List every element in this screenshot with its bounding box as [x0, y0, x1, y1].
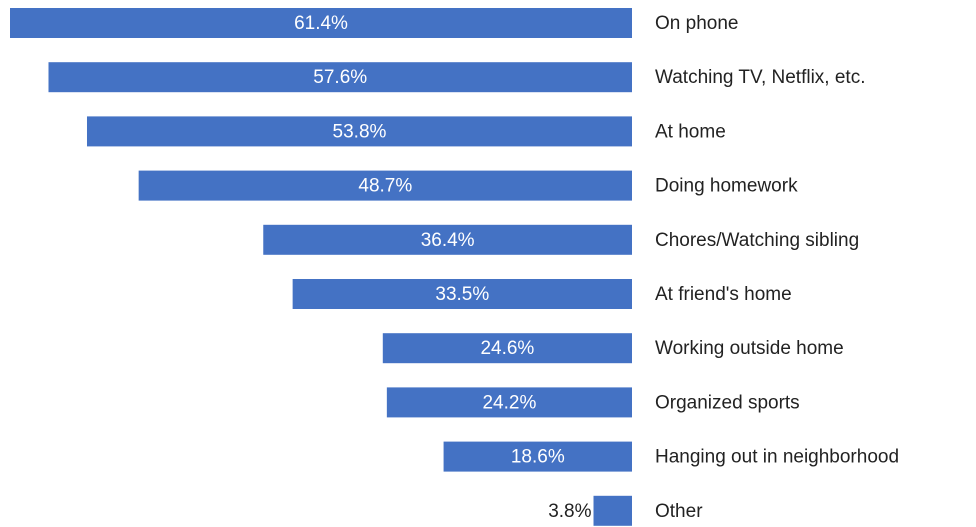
bar — [382, 333, 632, 364]
data-label: 53.8% — [333, 121, 387, 142]
data-label: 24.6% — [480, 338, 534, 359]
bar — [48, 62, 632, 93]
bar — [443, 441, 632, 472]
data-label: 3.8% — [548, 501, 591, 522]
bar — [263, 224, 632, 255]
category-label: Organized sports — [655, 392, 800, 413]
bar — [593, 495, 632, 526]
data-label: 18.6% — [511, 447, 565, 468]
data-label: 24.2% — [482, 392, 536, 413]
category-label: At friend's home — [655, 284, 792, 305]
data-label: 33.5% — [435, 284, 489, 305]
bar — [10, 8, 632, 38]
bar — [138, 170, 632, 201]
data-label: 48.7% — [358, 176, 412, 197]
category-label: Chores/Watching sibling — [655, 230, 859, 251]
bar — [386, 387, 632, 418]
data-label: 36.4% — [421, 230, 475, 251]
category-label: Working outside home — [655, 338, 844, 359]
data-label: 57.6% — [313, 67, 367, 88]
category-label: At home — [655, 121, 726, 142]
data-label: 61.4% — [294, 13, 348, 34]
bar — [86, 116, 632, 147]
category-label: Doing homework — [655, 176, 798, 197]
category-label: Other — [655, 501, 703, 522]
category-label: Hanging out in neighborhood — [655, 447, 899, 468]
category-label: On phone — [655, 13, 738, 34]
category-label: Watching TV, Netflix, etc. — [655, 67, 866, 88]
bar — [292, 279, 632, 309]
